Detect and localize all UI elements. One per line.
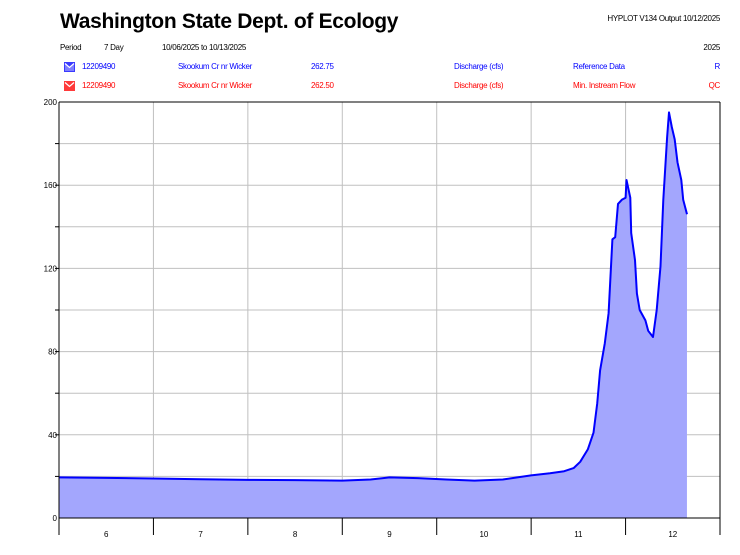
legend-param: Discharge (cfs) [454, 81, 504, 90]
legend-station: 12209490 [82, 62, 116, 71]
legend-flag: R [714, 62, 721, 71]
x-tick-label: 12 [668, 530, 677, 539]
discharge-line [58, 111, 688, 482]
legend-code: 262.50 [311, 81, 334, 90]
y-tick-label: 40 [48, 431, 57, 440]
x-tick-label: 11 [574, 530, 583, 539]
date-range: 10/06/2025 to 10/13/2025 [162, 43, 246, 52]
legend-station: 12209490 [82, 81, 116, 90]
year: 2025 [703, 43, 720, 52]
hydrograph-icon-blue [64, 62, 75, 72]
legend-name: Skookum Cr nr Wicker [178, 81, 253, 90]
legend-type: Reference Data [573, 62, 625, 71]
legend-name: Skookum Cr nr Wicker [178, 62, 253, 71]
legend-code: 262.75 [311, 62, 334, 71]
x-tick-label: 10 [479, 530, 488, 539]
x-tick-label: 7 [198, 530, 203, 539]
y-tick-label: 120 [44, 264, 58, 273]
y-tick-label: 80 [48, 348, 57, 357]
y-tick-label: 0 [53, 514, 58, 523]
hydrograph-icon-red [64, 81, 75, 91]
y-tick-label: 160 [44, 181, 58, 190]
version-output: HYPLOT V134 Output 10/12/2025 [607, 14, 720, 23]
page-title: Washington State Dept. of Ecology [60, 10, 399, 33]
legend-flag: QC [708, 81, 721, 90]
legend-param: Discharge (cfs) [454, 62, 504, 71]
period-label: Period [60, 43, 82, 52]
x-tick-label: 8 [293, 530, 298, 539]
legend-type: Min. Instream Flow [573, 81, 636, 90]
x-tick-label: 9 [387, 530, 392, 539]
x-tick-label: 6 [104, 530, 109, 539]
period-value: 7 Day [104, 43, 124, 52]
discharge-area [59, 112, 687, 519]
y-tick-label: 200 [44, 98, 58, 107]
